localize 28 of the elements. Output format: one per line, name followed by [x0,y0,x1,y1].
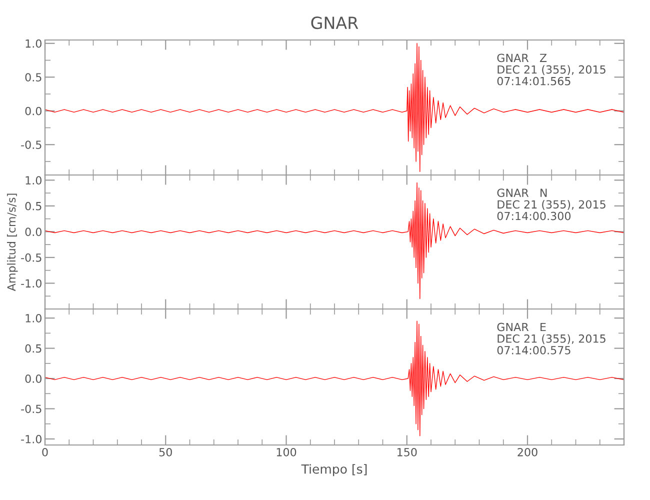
y-tick-label: -1.0 [21,434,42,444]
y-tick-label: 0.0 [25,374,42,383]
y-tick-label: -0.5 [21,140,42,150]
y-tick-label: 1.0 [26,39,42,48]
chart-title: GNAR [311,16,358,30]
annotation: GNAR E DEC 21 (355), 2015 07:14:00.575 [497,322,606,354]
y-tick-label: -1.0 [21,279,42,288]
x-tick-label: 0 [42,448,48,456]
line-series [45,43,624,172]
line-series [45,182,624,300]
y-tick-label: -0.5 [21,253,42,262]
y-tick-label: 0.5 [25,202,42,210]
y-tick-label: 0.5 [25,344,42,353]
y-tick-label: 1.0 [26,176,42,185]
x-tick-label: 150 [397,448,417,456]
y-tick-label: 0.5 [25,73,42,82]
y-tick-label: 0.0 [25,106,42,116]
x-tick-label: 200 [518,448,538,456]
y-tick-label: 0.0 [25,228,42,236]
line-series [45,320,624,436]
annotation: GNAR Z DEC 21 (355), 2015 07:14:01.565 [497,54,606,86]
x-tick-label: 50 [159,448,172,456]
annotation: GNAR N DEC 21 (355), 2015 07:14:00.300 [497,188,606,220]
x-tick-label: 100 [276,448,296,456]
y-tick-label: 1.0 [26,314,42,322]
y-tick-label: -0.5 [21,404,42,414]
x-axis-title: Tiempo [s] [301,464,367,476]
y-axis-title: Amplitud [cm/s/s] [7,194,18,292]
